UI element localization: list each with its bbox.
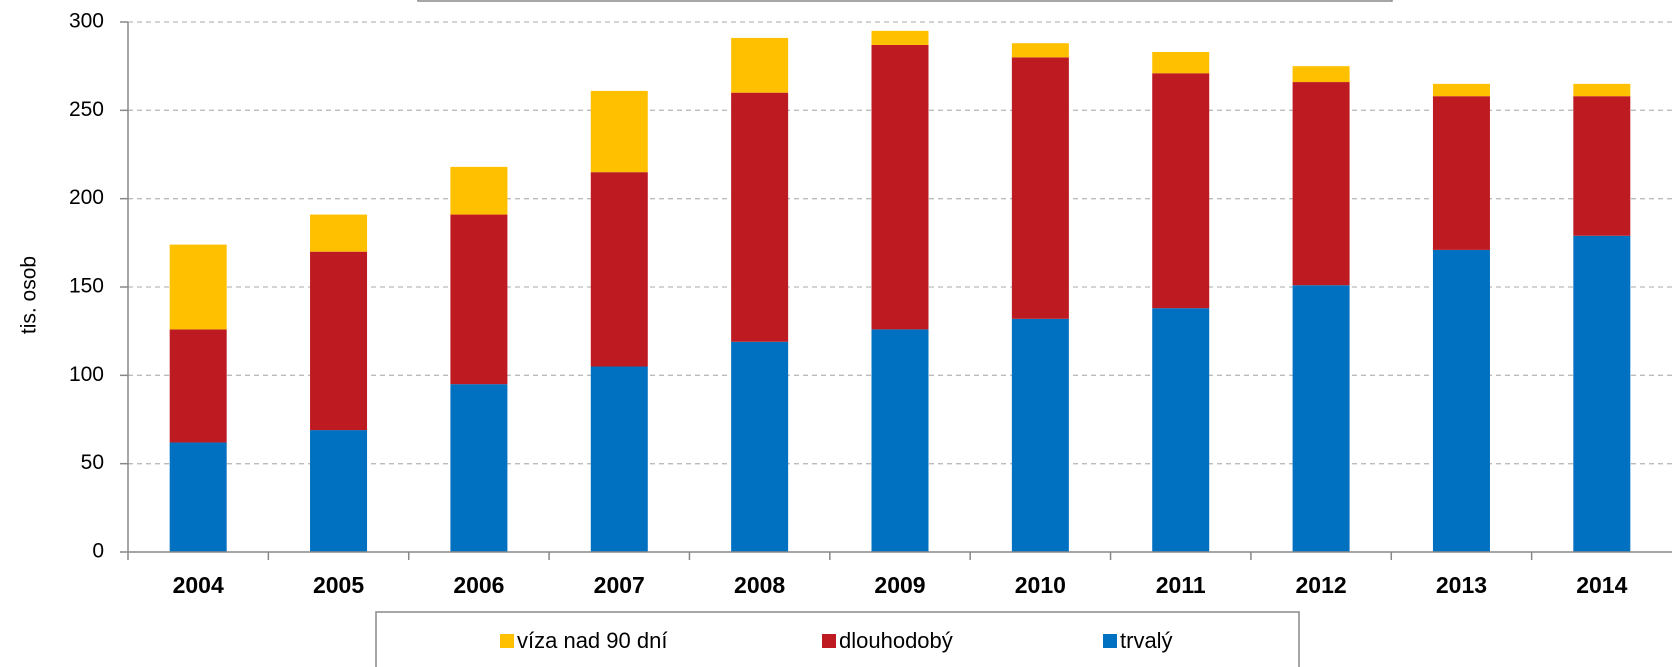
bar-segment (1432, 249, 1490, 552)
bar-segment (1011, 318, 1069, 552)
legend-box (375, 611, 1300, 667)
y-axis-label: tis. osob (18, 256, 41, 334)
bar-segment (731, 37, 789, 93)
x-tick-label: 2014 (1576, 572, 1627, 598)
bar-segment (450, 166, 508, 215)
bar-segment (590, 90, 648, 173)
bar-segment (871, 44, 929, 330)
bar-segment (731, 92, 789, 342)
legend-swatch (500, 634, 514, 648)
y-tick-label: 200 (69, 186, 104, 209)
bar-segment (310, 214, 368, 252)
bar-segment (1011, 57, 1069, 319)
bar-segment (1573, 83, 1631, 97)
legend-swatch (1103, 634, 1117, 648)
bar-segment (1432, 83, 1490, 97)
x-tick-label: 2006 (453, 572, 504, 598)
y-tick-label: 0 (92, 540, 104, 563)
bar-segment (1292, 66, 1350, 83)
bar-segment (169, 244, 227, 330)
x-tick-label: 2007 (594, 572, 645, 598)
x-tick-label: 2011 (1156, 572, 1206, 598)
y-tick-label: 150 (69, 275, 104, 298)
bar-segment (310, 430, 368, 552)
bar-segment (871, 329, 929, 552)
bar-segment (450, 384, 508, 552)
bar-segment (1292, 285, 1350, 552)
bar-segment (590, 366, 648, 552)
bar-segment (1152, 308, 1210, 552)
bar-segment (871, 30, 929, 45)
legend-label: víza nad 90 dní (517, 628, 667, 653)
x-tick-label: 2012 (1296, 572, 1347, 598)
bar-segment (1011, 43, 1069, 58)
bar-segment (1573, 96, 1631, 236)
bar-segment (450, 214, 508, 385)
legend-label: trvalý (1120, 628, 1173, 653)
y-tick-label: 250 (69, 98, 104, 121)
bar-segment (1432, 96, 1490, 250)
bar-segment (590, 172, 648, 367)
x-tick-label: 2004 (173, 572, 224, 598)
x-tick-label: 2010 (1015, 572, 1066, 598)
bar-segment (169, 442, 227, 552)
y-tick-label: 50 (81, 451, 104, 474)
bar-segment (169, 329, 227, 443)
y-tick-label: 100 (69, 363, 104, 386)
title-box (417, 0, 1393, 2)
x-tick-label: 2009 (874, 572, 925, 598)
bar-segment (310, 251, 368, 431)
legend-label: dlouhodobý (839, 628, 953, 653)
y-tick-label: 300 (69, 10, 104, 33)
legend-swatch (822, 634, 836, 648)
x-tick-label: 2005 (313, 572, 364, 598)
bar-segment (731, 341, 789, 552)
bar-segment (1292, 82, 1350, 286)
x-tick-label: 2008 (734, 572, 785, 598)
bar-segment (1573, 235, 1631, 552)
x-tick-label: 2013 (1436, 572, 1487, 598)
bar-segment (1152, 73, 1210, 309)
bar-segment (1152, 52, 1210, 74)
